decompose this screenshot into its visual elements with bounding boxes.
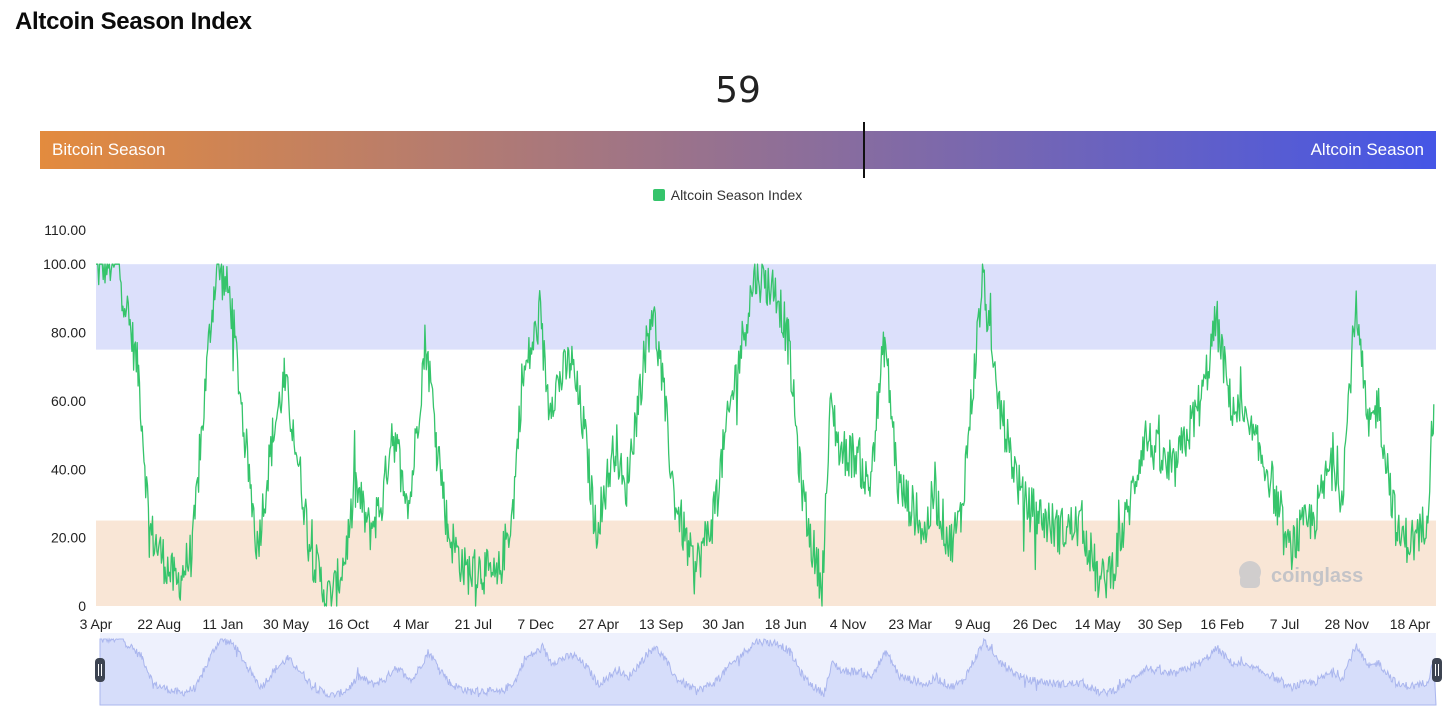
navigator-series-area bbox=[99, 637, 1437, 706]
x-tick-label: 30 Jan bbox=[702, 616, 744, 632]
y-tick-label: 20.00 bbox=[51, 530, 86, 546]
x-tick-label: 4 Mar bbox=[393, 616, 429, 632]
x-tick-label: 22 Aug bbox=[137, 616, 181, 632]
y-tick-label: 60.00 bbox=[51, 393, 86, 409]
bitcoin-season-zone bbox=[96, 520, 1436, 606]
watermark-text: coinglass bbox=[1271, 565, 1363, 587]
navigator-left-handle[interactable] bbox=[95, 658, 105, 682]
current-value-marker bbox=[862, 122, 865, 178]
chart-legend[interactable]: Altcoin Season Index bbox=[0, 187, 1455, 203]
x-tick-label: 21 Jul bbox=[455, 616, 492, 632]
x-tick-label: 28 Nov bbox=[1325, 616, 1369, 632]
bitcoin-season-label: Bitcoin Season bbox=[52, 140, 166, 159]
x-tick-label: 16 Oct bbox=[328, 616, 369, 632]
legend-swatch-icon bbox=[652, 189, 665, 201]
x-tick-label: 18 Jun bbox=[765, 616, 807, 632]
legend-item-label[interactable]: Altcoin Season Index bbox=[670, 187, 803, 203]
x-tick-label: 16 Feb bbox=[1200, 616, 1244, 632]
x-tick-label: 9 Aug bbox=[955, 616, 991, 632]
x-tick-label: 7 Jul bbox=[1270, 616, 1300, 632]
y-tick-label: 40.00 bbox=[51, 461, 86, 477]
x-tick-label: 14 May bbox=[1075, 616, 1121, 632]
current-index-value: 59 bbox=[715, 70, 761, 111]
x-tick-label: 30 May bbox=[263, 616, 309, 632]
x-tick-label: 23 Mar bbox=[889, 616, 933, 632]
x-tick-label: 27 Apr bbox=[579, 616, 620, 632]
page-title: Altcoin Season Index bbox=[15, 8, 252, 35]
series-line bbox=[96, 263, 1435, 607]
altcoin-season-label: Altcoin Season bbox=[1310, 140, 1424, 159]
y-tick-label: 100.00 bbox=[43, 256, 86, 272]
x-tick-label: 3 Apr bbox=[80, 616, 113, 632]
coinglass-logo-icon bbox=[1239, 561, 1261, 588]
season-gradient-bar: Bitcoin Season Altcoin Season bbox=[40, 131, 1436, 169]
x-tick-label: 4 Nov bbox=[830, 616, 867, 632]
x-tick-label: 18 Apr bbox=[1390, 616, 1431, 632]
x-tick-label: 11 Jan bbox=[202, 616, 243, 632]
navigator-right-handle[interactable] bbox=[1432, 658, 1442, 682]
y-tick-label: 0 bbox=[78, 598, 86, 614]
x-tick-label: 13 Sep bbox=[639, 616, 684, 632]
y-tick-label: 80.00 bbox=[51, 325, 86, 341]
x-tick-label: 26 Dec bbox=[1013, 616, 1057, 632]
x-tick-label: 30 Sep bbox=[1138, 616, 1183, 632]
x-tick-label: 7 Dec bbox=[517, 616, 554, 632]
y-tick-label: 110.00 bbox=[44, 222, 86, 238]
